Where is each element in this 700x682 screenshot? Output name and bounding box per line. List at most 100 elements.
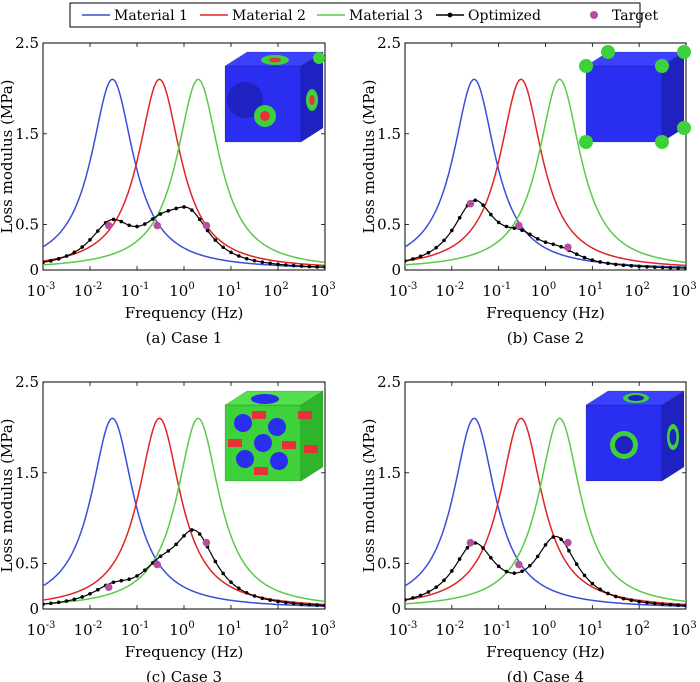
optimized-point — [450, 228, 454, 233]
x-axis-label: Frequency (Hz) — [486, 643, 605, 661]
series-line-optimized — [405, 199, 686, 269]
optimized-point — [174, 206, 178, 211]
optimized-point — [645, 265, 649, 269]
optimized-point — [158, 554, 163, 559]
plot-area — [43, 78, 325, 269]
optimized-point — [135, 574, 139, 578]
optimized-point — [621, 596, 626, 601]
optimized-point — [574, 252, 579, 256]
optimized-point — [299, 264, 304, 268]
optimized-point — [143, 222, 147, 226]
optimized-point — [450, 569, 454, 573]
optimized-point — [284, 600, 288, 605]
optimized-point — [205, 228, 210, 233]
optimized-point — [197, 532, 202, 536]
optimized-point — [405, 259, 407, 263]
series-line-material-3 — [405, 417, 686, 605]
optimized-point — [489, 555, 493, 560]
optimized-point — [96, 229, 100, 233]
x-tick-label: 102 — [263, 620, 288, 639]
optimized-point — [72, 250, 77, 255]
cube-red-strut — [282, 441, 296, 449]
x-tick-label: 101 — [216, 281, 241, 300]
optimized-point — [660, 265, 665, 270]
panel-caption: (a) Case 1 — [146, 329, 223, 347]
chart-panel: 0 0.5 1.5 2.5 10-3 10-2 10-1 100 101 102 103 Freque… — [0, 34, 336, 347]
optimized-point — [119, 219, 124, 224]
cube-blue-blob — [268, 418, 286, 436]
optimized-point — [405, 598, 407, 602]
optimized-point — [598, 587, 602, 592]
optimized-point — [652, 601, 657, 606]
legend-item: Optimized — [436, 8, 541, 24]
legend: Material 1 Material 2 Material 3 Optimized T… — [69, 2, 659, 28]
target-point — [466, 538, 475, 547]
optimized-point — [268, 598, 272, 602]
optimized-point — [43, 602, 45, 606]
optimized-point — [64, 599, 69, 603]
chart-panel: 0 0.5 1.5 2.5 10-3 10-2 10-1 100 101 102 103 Freque… — [360, 373, 697, 682]
x-tick-label: 10-1 — [482, 620, 511, 639]
optimized-point — [496, 220, 501, 225]
optimized-point — [676, 266, 680, 270]
cube-blue-blob — [270, 452, 288, 470]
x-tick-label: 102 — [624, 281, 649, 300]
optimized-point — [135, 224, 139, 229]
optimized-point — [652, 265, 657, 269]
optimized-point — [197, 217, 202, 222]
optimized-point — [434, 585, 439, 589]
optimized-point — [535, 554, 540, 559]
optimized-point — [481, 203, 485, 207]
optimized-point — [684, 266, 686, 270]
optimized-point — [504, 224, 509, 229]
target-point — [104, 221, 113, 230]
optimized-point — [88, 591, 92, 596]
y-axis-label: Loss modulus (MPa) — [0, 79, 16, 233]
optimized-point — [512, 571, 517, 575]
y-axis-label: Loss modulus (MPa) — [360, 79, 378, 233]
optimized-point — [598, 260, 602, 264]
optimized-point — [213, 559, 218, 564]
series-line-material-1 — [43, 417, 325, 607]
optimized-point — [613, 262, 618, 267]
legend-label: Target — [612, 8, 659, 24]
optimized-point — [606, 591, 610, 596]
legend-label: Material 2 — [232, 8, 306, 24]
optimized-point — [613, 594, 618, 599]
legend-label: Material 3 — [349, 8, 423, 24]
cube-red-strut — [228, 439, 242, 447]
optimized-point — [182, 205, 186, 209]
cube-pocket — [669, 429, 677, 445]
optimized-point — [606, 261, 610, 266]
x-tick-label: 100 — [169, 281, 194, 300]
optimized-point — [252, 258, 257, 263]
y-tick-label: 2.5 — [15, 373, 39, 391]
x-tick-label: 10-1 — [121, 620, 150, 639]
optimized-point — [190, 528, 194, 532]
panel-caption: (c) Case 3 — [146, 668, 222, 682]
series-line-optimized — [43, 206, 325, 268]
plot-area — [405, 78, 686, 270]
optimized-point — [150, 217, 155, 221]
cube-face-side — [300, 390, 324, 482]
x-tick-label: 101 — [578, 281, 603, 300]
y-tick-label: 0.5 — [15, 216, 39, 234]
cube-green-corner — [655, 59, 669, 73]
plot-area — [405, 417, 686, 608]
cube-green-corner — [601, 45, 615, 59]
optimized-point — [629, 264, 634, 268]
optimized-point — [56, 257, 61, 261]
optimized-point — [307, 264, 312, 269]
x-tick-label: 103 — [671, 620, 696, 639]
optimized-point — [237, 254, 241, 258]
optimized-point — [442, 578, 446, 583]
cube-case-4 — [585, 390, 685, 482]
optimized-point — [551, 242, 556, 247]
optimized-point — [96, 587, 100, 592]
optimized-point — [590, 581, 595, 586]
cube-pocket — [615, 436, 633, 454]
y-tick-label: 0 — [29, 261, 39, 279]
optimized-point — [426, 590, 431, 594]
x-tick-label: 103 — [310, 620, 335, 639]
optimized-point — [418, 254, 423, 259]
